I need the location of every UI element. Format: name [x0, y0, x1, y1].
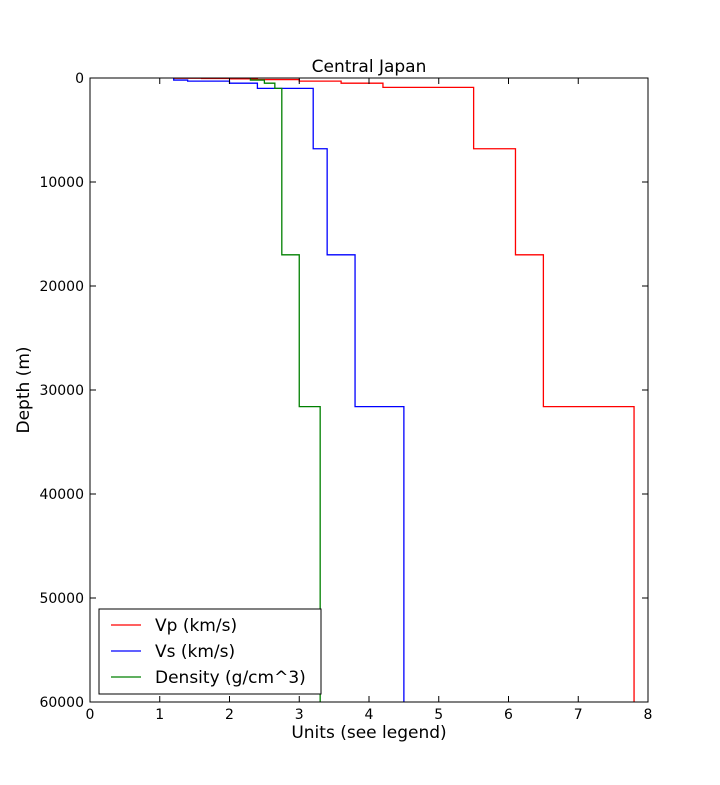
x-tick-label: 7	[574, 707, 583, 723]
y-axis-label: Depth (m)	[14, 346, 34, 433]
y-tick-label: 20000	[39, 279, 84, 295]
y-tick-label: 40000	[39, 487, 84, 503]
legend-label-0: Vp (km/s)	[155, 616, 237, 636]
legend: Vp (km/s) Vs (km/s) Density (g/cm^3)	[98, 608, 322, 695]
plot-frame	[89, 77, 649, 703]
x-axis-label: Units (see legend)	[291, 723, 446, 743]
series-line-2	[249, 78, 321, 702]
legend-label-2: Density (g/cm^3)	[155, 668, 306, 688]
x-tick-label: 8	[644, 707, 653, 723]
y-tick-label: 60000	[39, 695, 84, 711]
x-tick-label: 1	[155, 707, 164, 723]
series-line-0	[173, 77, 635, 702]
y-tick-label: 30000	[39, 383, 84, 399]
plot-area: 0 1 2 3 4 5 6 7 8 0 10000 20000 30000 40000 50000 60000	[39, 71, 652, 723]
y-tick-label: 10000	[39, 175, 84, 191]
x-tick-label: 6	[504, 707, 513, 723]
x-tick-label: 0	[86, 707, 95, 723]
x-tick-label: 5	[434, 707, 443, 723]
y-tick-label: 50000	[39, 591, 84, 607]
legend-label-1: Vs (km/s)	[155, 642, 235, 662]
y-tick-label: 0	[75, 71, 84, 87]
chart-title: Central Japan	[312, 57, 427, 77]
series-line-1	[173, 78, 405, 702]
x-tick-label: 3	[295, 707, 304, 723]
x-tick-label: 2	[225, 707, 234, 723]
x-tick-label: 4	[365, 707, 374, 723]
